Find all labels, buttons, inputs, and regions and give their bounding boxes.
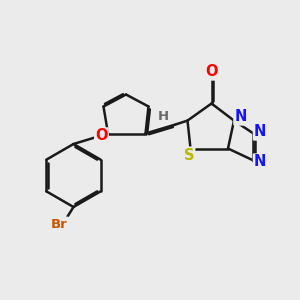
Text: Br: Br	[51, 218, 68, 231]
Text: H: H	[157, 110, 169, 123]
Text: N: N	[254, 154, 266, 169]
Text: S: S	[184, 148, 194, 163]
Text: O: O	[205, 64, 218, 80]
Text: O: O	[95, 128, 108, 143]
Text: N: N	[254, 124, 266, 140]
Text: N: N	[234, 110, 247, 124]
